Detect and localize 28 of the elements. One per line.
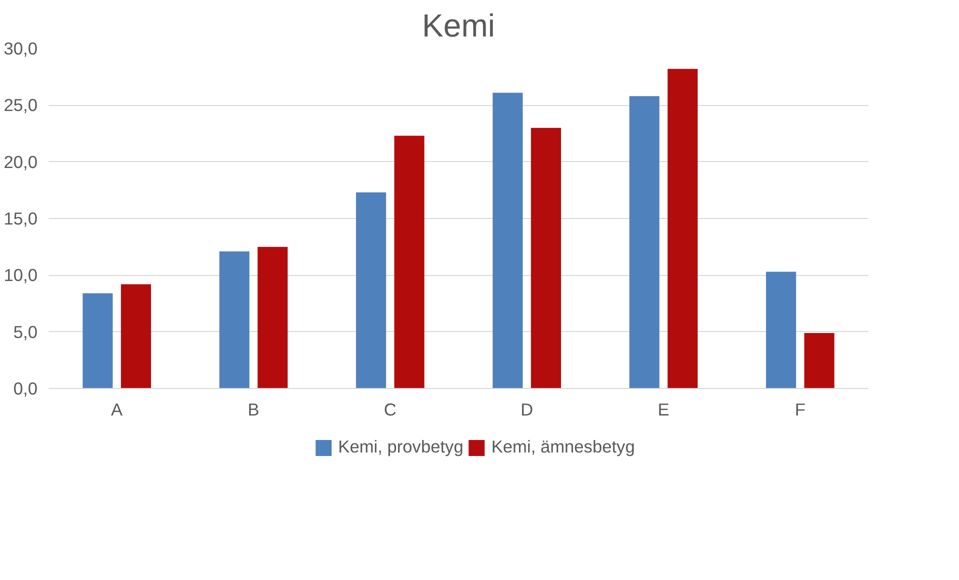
bar <box>629 96 660 388</box>
y-tick-label: 20,0 <box>4 152 38 172</box>
y-tick-label: 5,0 <box>13 322 38 342</box>
y-tick-label: 15,0 <box>4 208 38 228</box>
y-tick-label: 30,0 <box>4 38 38 58</box>
legend-label: Kemi, provbetyg <box>338 436 464 458</box>
x-tick-label: B <box>248 400 260 420</box>
bar <box>766 272 796 388</box>
chart-title: Kemi <box>422 8 495 44</box>
y-tick-label: 25,0 <box>4 95 38 116</box>
bar <box>120 284 151 388</box>
bar <box>394 136 424 388</box>
y-tick-label: 10,0 <box>4 265 38 286</box>
bar <box>258 246 288 388</box>
bar <box>804 332 834 388</box>
bar <box>82 293 113 388</box>
bar <box>219 251 250 388</box>
bar <box>356 192 386 388</box>
x-tick-label: A <box>111 400 124 420</box>
y-tick-label: 0,0 <box>13 378 38 398</box>
x-tick-label: C <box>384 400 396 420</box>
x-tick-label: F <box>794 400 806 420</box>
bar <box>668 68 698 388</box>
bar <box>530 128 561 388</box>
bar <box>492 92 523 388</box>
x-tick-label: E <box>658 400 670 420</box>
legend-label: Kemi, ämnesbetyg <box>491 436 635 458</box>
x-tick-label: D <box>520 400 534 420</box>
